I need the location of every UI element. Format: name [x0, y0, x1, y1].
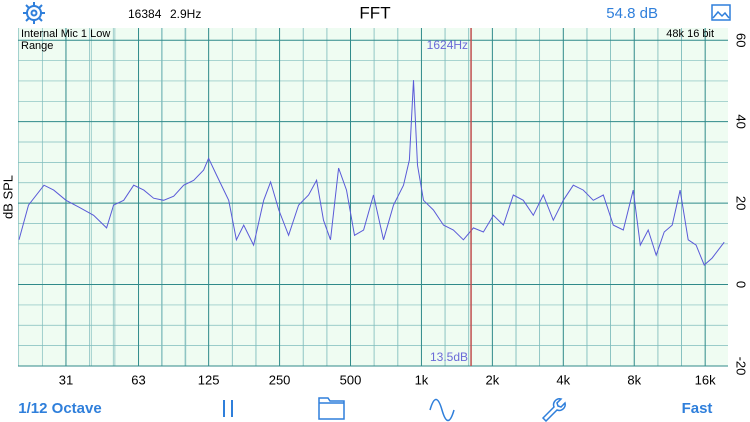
speed-button[interactable]: Fast — [682, 400, 713, 417]
folder-icon[interactable] — [318, 397, 345, 420]
cursor-level: 13.5dB — [430, 350, 468, 364]
mode-label: Range — [21, 40, 53, 52]
level[interactable]: 54.8 dB — [606, 5, 658, 22]
fft-size: 16384 — [128, 7, 162, 21]
x-tick-label: 8k — [627, 372, 641, 387]
cursor-frequency: 1624Hz — [427, 38, 468, 52]
octave-button[interactable]: 1/12 Octave — [18, 400, 101, 417]
image-icon[interactable] — [711, 4, 731, 21]
format-label: 48k 16 bit — [666, 28, 714, 40]
x-tick-label: 16k — [695, 372, 716, 387]
title: FFT — [359, 3, 390, 22]
y-tick-label: 20 — [734, 196, 749, 210]
resolution: 2.9Hz — [170, 7, 201, 21]
y-tick-label: 60 — [734, 33, 749, 47]
pause-icon[interactable] — [223, 400, 233, 417]
x-tick-label: 2k — [486, 372, 500, 387]
input-label: Internal Mic 1 Low — [21, 28, 110, 40]
y-tick-label: 40 — [734, 114, 749, 128]
spectrum-line — [18, 80, 725, 266]
x-tick-label: 1k — [415, 372, 429, 387]
settings-icon[interactable] — [23, 2, 45, 24]
x-tick-label: 125 — [198, 372, 220, 387]
x-tick-label: 63 — [131, 372, 145, 387]
y-tick-label: -20 — [734, 357, 749, 376]
x-tick-label: 250 — [269, 372, 291, 387]
x-tick-label: 500 — [340, 372, 362, 387]
x-tick-label: 4k — [556, 372, 570, 387]
wave-icon[interactable] — [429, 398, 455, 422]
y-tick-label: 0 — [734, 281, 749, 288]
wrench-icon[interactable] — [541, 398, 566, 422]
x-tick-label: 31 — [59, 372, 73, 387]
y-axis-label: dB SPL — [0, 175, 15, 219]
